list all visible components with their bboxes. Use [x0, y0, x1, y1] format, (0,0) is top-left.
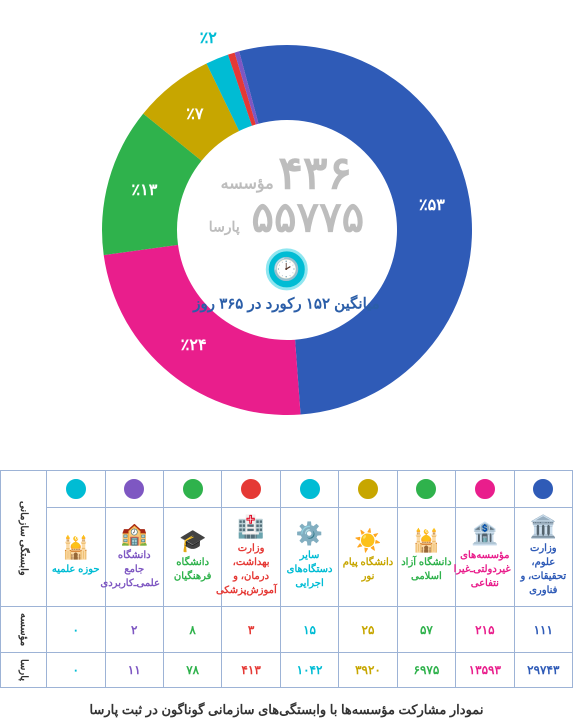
- chart-caption: نمودار مشارکت مؤسسه‌ها با وابستگی‌های سا…: [0, 702, 573, 718]
- legend-dot-cell: [280, 471, 338, 508]
- legend-dot-cell: [105, 471, 163, 508]
- org-cell: 🏦مؤسسه‌های غیردولتی‌ـ‌غیرا نتفاعی: [456, 508, 514, 607]
- parsa-count-cell: ۰: [47, 653, 106, 688]
- center-institution-count: ۴۳۶ مؤسسه: [193, 147, 379, 198]
- legend-dot: [124, 479, 144, 499]
- slice-label: ٪۲: [200, 28, 217, 48]
- org-cell: 🏫دانشگاه جامع علمی‌ـ‌کاربردی: [105, 508, 163, 607]
- legend-dot: [66, 479, 86, 499]
- legend-dot-cell: [456, 471, 514, 508]
- inst-count-cell: ۰: [47, 607, 106, 653]
- org-cell: 🏥وزارت بهداشت، درمان، و آموزش‌پزشکی: [222, 508, 280, 607]
- legend-dot-cell: [514, 471, 572, 508]
- org-name: وزارت علوم، تحقیقات، و فناوری: [517, 540, 570, 600]
- parsa-count-cell: ۷۸: [163, 653, 221, 688]
- org-icon: 🏥: [224, 516, 277, 538]
- legend-dot-cell: [47, 471, 106, 508]
- legend-dot: [241, 479, 261, 499]
- org-icon: ☀️: [341, 530, 394, 552]
- org-name: مؤسسه‌های غیردولتی‌ـ‌غیرا نتفاعی: [458, 547, 511, 593]
- slice-label: ٪۵۳: [419, 195, 445, 215]
- legend-dot: [358, 479, 378, 499]
- slice-label: ٪۱۳: [132, 180, 158, 200]
- org-icon: 🎓: [166, 530, 219, 552]
- org-cell: 🏛️وزارت علوم، تحقیقات، و فناوری: [514, 508, 572, 607]
- org-name: دانشگاه جامع علمی‌ـ‌کاربردی: [108, 547, 161, 593]
- legend-table: وابستگی سازمانی 🏛️وزارت علوم، تحقیقات، و…: [0, 470, 573, 688]
- org-name: وزارت بهداشت، درمان، و آموزش‌پزشکی: [224, 540, 277, 600]
- center-count-label: مؤسسه: [221, 175, 274, 192]
- center-records: ۵۵۷۷۵ پارسا: [193, 194, 379, 240]
- inst-count-cell: ۲: [105, 607, 163, 653]
- inst-count-cell: ۱۱۱: [514, 607, 572, 653]
- legend-dot-cell: [397, 471, 455, 508]
- table-row-header: مؤسسه: [1, 607, 47, 653]
- legend-dot-cell: [163, 471, 221, 508]
- legend-dot-cell: [222, 471, 280, 508]
- org-cell: ☀️دانشگاه پیام نور: [339, 508, 397, 607]
- org-icon: 🕌: [400, 530, 453, 552]
- center-count-value: ۴۳۶: [278, 146, 352, 198]
- org-icon: ⚙️: [283, 523, 336, 545]
- legend-dot: [183, 479, 203, 499]
- table-row-header: پارسا: [1, 653, 47, 688]
- slice-label: ٪۷: [186, 104, 203, 124]
- legend-dot: [475, 479, 495, 499]
- legend-dot: [533, 479, 553, 499]
- org-cell: 🎓دانشگاه فرهنگیان: [163, 508, 221, 607]
- clock-icon: 🕑: [266, 248, 308, 290]
- parsa-count-cell: ۶۹۷۵: [397, 653, 455, 688]
- org-name: سایر دستگاه‌های اجرایی: [283, 547, 336, 593]
- slice-label: ٪۲۴: [181, 335, 207, 355]
- legend-dot-cell: [339, 471, 397, 508]
- parsa-count-cell: ۳۹۲۰: [339, 653, 397, 688]
- inst-count-cell: ۸: [163, 607, 221, 653]
- org-cell: 🕌دانشگاه آزاد اسلامی: [397, 508, 455, 607]
- legend-dot: [300, 479, 320, 499]
- center-records-label: پارسا: [209, 218, 240, 234]
- org-cell: 🕌 حوزه علمیه: [47, 508, 106, 607]
- table-row-header: وابستگی سازمانی: [1, 471, 47, 607]
- parsa-count-cell: ۴۱۳: [222, 653, 280, 688]
- chart-center-info: ۴۳۶ مؤسسه ۵۵۷۷۵ پارسا 🕑 میانگین ۱۵۲ رکور…: [193, 147, 379, 312]
- legend-dot: [416, 479, 436, 499]
- org-cell: ⚙️سایر دستگاه‌های اجرایی: [280, 508, 338, 607]
- org-name: حوزه علمیه: [49, 561, 103, 579]
- parsa-count-cell: ۲۹۷۴۳: [514, 653, 572, 688]
- org-icon: 🏛️: [517, 516, 570, 538]
- center-average-text: میانگین ۱۵۲ رکورد در ۳۶۵ روز: [193, 296, 379, 313]
- org-name: دانشگاه فرهنگیان: [166, 554, 219, 586]
- inst-count-cell: ۱۵: [280, 607, 338, 653]
- donut-chart: ۴۳۶ مؤسسه ۵۵۷۷۵ پارسا 🕑 میانگین ۱۵۲ رکور…: [0, 0, 573, 460]
- parsa-count-cell: ۱۰۴۲: [280, 653, 338, 688]
- org-icon: 🏫: [108, 523, 161, 545]
- inst-count-cell: ۲۱۵: [456, 607, 514, 653]
- inst-count-cell: ۵۷: [397, 607, 455, 653]
- org-name: دانشگاه پیام نور: [341, 554, 394, 586]
- center-records-value: ۵۵۷۷۵: [251, 193, 364, 240]
- org-name: دانشگاه آزاد اسلامی: [400, 554, 453, 586]
- parsa-count-cell: ۱۱: [105, 653, 163, 688]
- org-icon: 🕌: [49, 537, 103, 559]
- inst-count-cell: ۳: [222, 607, 280, 653]
- org-icon: 🏦: [458, 523, 511, 545]
- parsa-count-cell: ۱۳۵۹۳: [456, 653, 514, 688]
- inst-count-cell: ۲۵: [339, 607, 397, 653]
